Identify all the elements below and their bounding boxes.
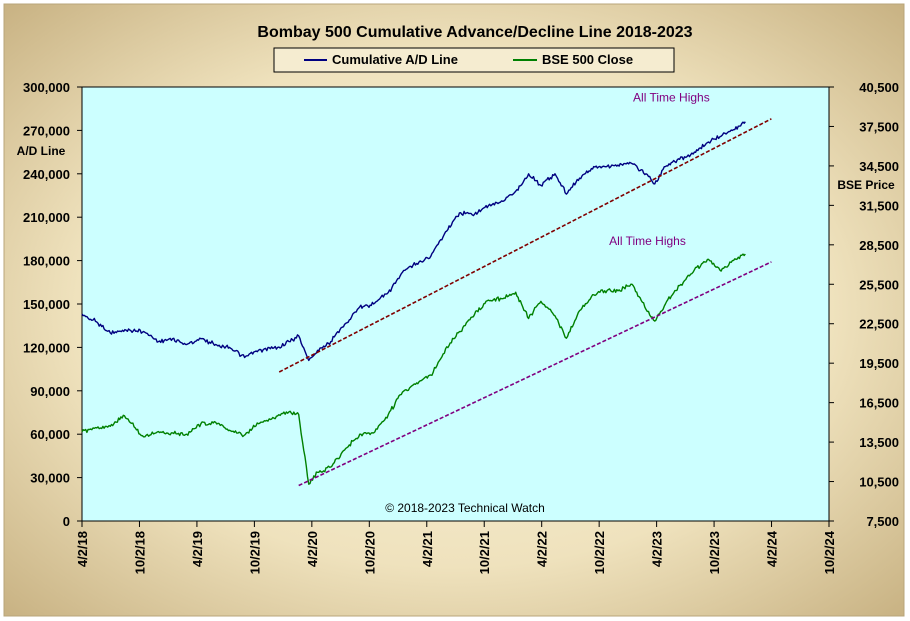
- legend-box: [273, 47, 675, 73]
- y-left-tick-label: 90,000: [30, 384, 70, 399]
- chart-title: Bombay 500 Cumulative Advance/Decline Li…: [257, 24, 692, 41]
- y-left-tick-label: 30,000: [30, 471, 70, 486]
- y-right-tick-label: 31,500: [859, 198, 899, 213]
- x-tick-label: 10/2/20: [362, 531, 377, 574]
- y-right-tick-label: 28,500: [859, 238, 899, 253]
- x-tick-label: 10/2/22: [592, 531, 607, 574]
- copyright-credit: © 2018-2023 Technical Watch: [385, 501, 545, 515]
- legend: Cumulative A/D Line BSE 500 Close: [273, 47, 675, 73]
- series-line-ad-line: [81, 121, 746, 362]
- x-tick-label: 4/2/23: [650, 531, 665, 567]
- y-left-tick-label: 210,000: [23, 210, 70, 225]
- y-left-tick-label: 60,000: [30, 427, 70, 442]
- x-tick-label: 4/2/22: [535, 531, 550, 567]
- y-right-tick-label: 7,500: [866, 514, 899, 529]
- x-tick-label: 10/2/23: [707, 531, 722, 574]
- y-left-tick-label: 240,000: [23, 167, 70, 182]
- y-right-tick-label: 13,500: [859, 435, 899, 450]
- legend-label-ad-line: Cumulative A/D Line: [332, 52, 458, 67]
- annotation-all-time-highs-ad-line: All Time Highs: [633, 91, 710, 105]
- x-tick-label: 4/2/18: [75, 531, 90, 567]
- y-right-tick-label: 19,500: [859, 356, 899, 371]
- y-right-tick-label: 37,500: [859, 119, 899, 134]
- y-axis-right-label: BSE Price: [837, 178, 895, 192]
- series-line-bse-close: [81, 253, 746, 485]
- y-left-tick-label: 180,000: [23, 254, 70, 269]
- x-tick-label: 4/2/24: [765, 530, 780, 567]
- y-right-tick-label: 22,500: [859, 317, 899, 332]
- x-tick-label: 10/2/21: [477, 531, 492, 574]
- x-tick-label: 4/2/19: [190, 531, 205, 567]
- chart-marks: All Time Highs All Time Highs 300,000 270,0…: [23, 80, 899, 574]
- plot-area: [81, 86, 830, 522]
- x-tick-label: 10/2/18: [132, 531, 147, 574]
- y-right-tick-label: 16,500: [859, 396, 899, 411]
- y-right-tick-label: 25,500: [859, 277, 899, 292]
- annotation-all-time-highs-bse-close: All Time Highs: [609, 234, 686, 248]
- y-left-tick-label: 120,000: [23, 340, 70, 355]
- y-right-tick-label: 40,500: [859, 80, 899, 95]
- trendline-bse-close: [298, 261, 772, 487]
- y-left-tick-label: 150,000: [23, 297, 70, 312]
- y-axis-left-label: A/D Line: [17, 144, 66, 158]
- trendline-ad-line: [278, 118, 772, 373]
- y-right-tick-label: 34,500: [859, 159, 899, 174]
- y-left-tick-label: 0: [63, 514, 70, 529]
- legend-label-bse-close: BSE 500 Close: [542, 52, 633, 67]
- y-left-tick-label: 270,000: [23, 123, 70, 138]
- x-tick-label: 10/2/24: [822, 530, 837, 574]
- x-tick-label: 10/2/19: [247, 531, 262, 574]
- x-tick-label: 4/2/21: [420, 531, 435, 567]
- x-tick-label: 4/2/20: [305, 531, 320, 567]
- y-left-tick-label: 300,000: [23, 80, 70, 95]
- y-right-tick-label: 10,500: [859, 475, 899, 490]
